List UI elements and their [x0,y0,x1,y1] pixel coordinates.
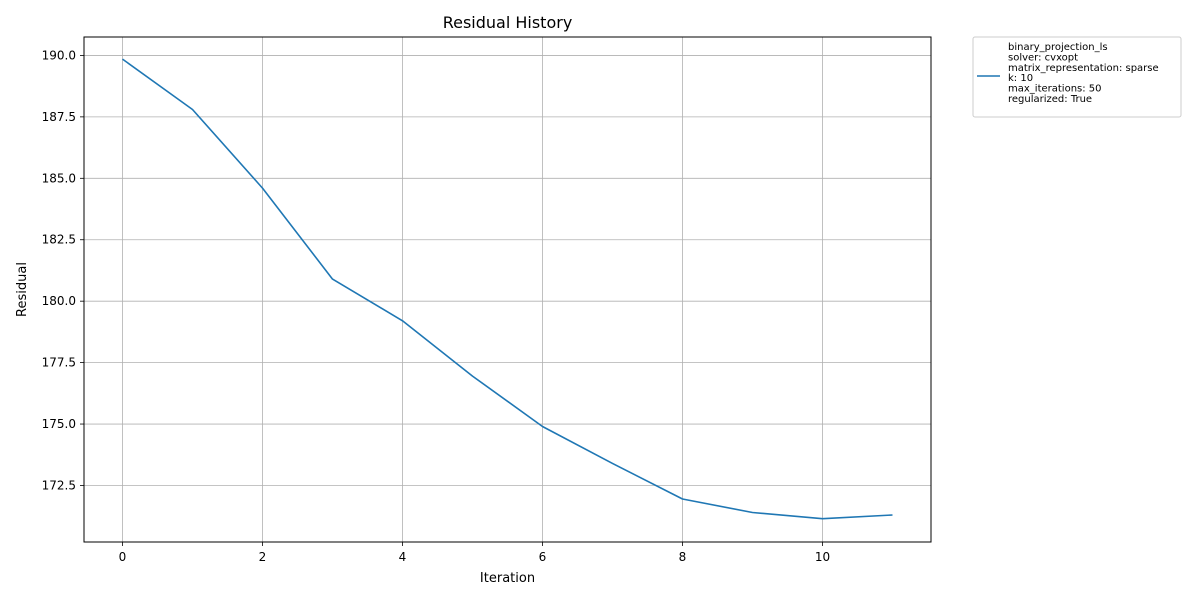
grid-lines [84,37,931,542]
legend-text-line: matrix_representation: sparse [1008,63,1159,74]
x-tick-label: 10 [815,550,830,564]
x-tick-label: 0 [119,550,127,564]
x-axis-title: Iteration [480,571,535,586]
x-tick-label: 6 [539,550,547,564]
x-tick-label: 4 [399,550,407,564]
legend-text-line: regularized: True [1008,94,1092,105]
legend-box [972,36,1182,118]
chart-title: Residual History [443,13,573,32]
x-axis-ticks: 0 2 4 6 8 10 [119,542,830,564]
y-tick-label: 180.0 [42,294,76,308]
series-layer [122,58,893,520]
legend-text-line: k: 10 [1008,73,1033,84]
y-tick-label: 182.5 [42,233,76,247]
y-tick-label: 187.5 [42,110,76,124]
series-line [122,58,893,520]
y-tick-label: 185.0 [42,171,76,185]
y-tick-label: 190.0 [42,48,76,62]
x-tick-label: 8 [679,550,687,564]
y-axis-ticks: 172.5 175.0 177.5 180.0 182.5 185.0 187.5 190.0 [42,48,84,492]
y-tick-label: 172.5 [42,478,76,492]
legend-text-line: max_iterations: 50 [1008,84,1102,95]
y-tick-label: 175.0 [42,417,76,431]
x-tick-label: 2 [259,550,267,564]
plot-frame [83,36,932,543]
y-axis-title: Residual [15,262,30,317]
y-tick-label: 177.5 [42,356,76,370]
legend-text-line: solver: cvxopt [1008,52,1078,63]
legend-text-line: binary_projection_ls [1008,42,1108,53]
